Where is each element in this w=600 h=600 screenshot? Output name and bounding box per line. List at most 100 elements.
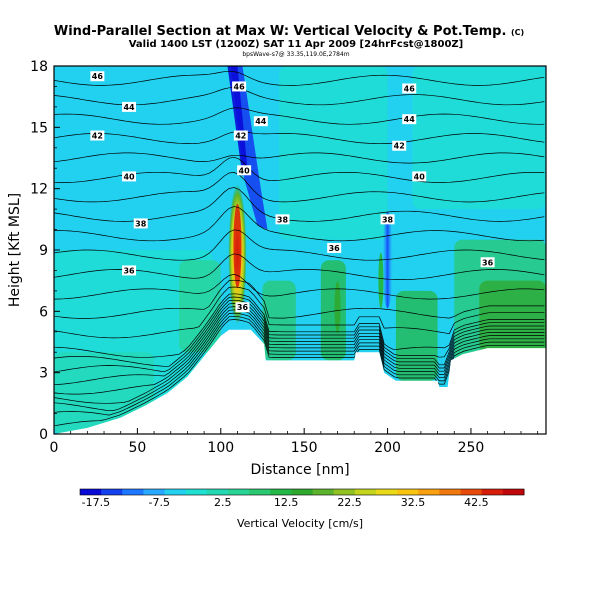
contour-label-box <box>122 101 137 112</box>
colorbar-tick-label: 32.5 <box>401 496 426 509</box>
contour-label-box <box>402 114 417 125</box>
field-band <box>479 280 546 353</box>
colorbar: -17.5 -7.5 2.5 12.5 22.5 32.5 42.5 <box>79 488 525 509</box>
colorbar-swatch <box>143 489 166 495</box>
theta-contour <box>54 70 545 86</box>
colorbar-swatch <box>101 489 123 495</box>
contour-label: 40 <box>239 166 251 175</box>
contour-label-box <box>392 140 407 151</box>
theta-contour <box>54 319 545 427</box>
contour-label-box <box>90 71 105 82</box>
colorbar-tick-label: 42.5 <box>464 496 489 509</box>
colorbar-swatch <box>80 489 102 495</box>
theta-contour <box>54 306 545 395</box>
colorbar-swatch <box>481 489 504 495</box>
colorbar-swatch <box>418 489 440 495</box>
contour-label-box <box>232 81 247 92</box>
theta-contour <box>54 293 545 358</box>
y-tick-label: 9 <box>39 243 48 259</box>
colorbar-swatch <box>270 489 292 495</box>
chart-subtitle-2: bpsWave-s7@ 33.35,119.0E,2784m <box>242 51 349 58</box>
colorbar-swatch <box>354 489 377 495</box>
contour-label: 44 <box>123 103 135 112</box>
contour-label: 42 <box>394 142 405 151</box>
colorbar-swatch <box>185 489 208 495</box>
contour-label: 36 <box>123 266 135 275</box>
y-axis-label: Height [Kft MSL] <box>7 193 23 307</box>
field-band <box>179 260 221 353</box>
field-band <box>395 290 438 381</box>
contour-label: 36 <box>329 244 341 253</box>
theta-contour <box>54 152 545 164</box>
colorbar-swatch <box>249 489 271 495</box>
theta-contour <box>54 229 545 261</box>
contour-label: 38 <box>135 219 147 228</box>
chart-title: Wind-Parallel Section at Max W: Vertical… <box>54 24 524 39</box>
colorbar-swatch <box>122 489 144 495</box>
contour-label: 36 <box>237 303 249 312</box>
contour-label-box <box>380 214 395 225</box>
theta-contour <box>54 315 545 416</box>
contour-label: 40 <box>414 172 426 181</box>
field-band <box>320 260 346 361</box>
x-tick-label: 250 <box>458 440 485 456</box>
contour-labels: 46 44 42 40 38 36 46 44 42 40 38 36 38 46 44 42 40 36 36 <box>90 71 495 313</box>
contour-label-box <box>235 302 250 313</box>
colorbar-tick-label: 22.5 <box>337 496 362 509</box>
contour-label-box <box>327 242 342 253</box>
velocity-features <box>227 66 393 334</box>
contour-label: 38 <box>277 215 289 224</box>
theta-contour <box>54 107 545 125</box>
colorbar-swatch <box>397 489 419 495</box>
field-band <box>279 66 388 240</box>
colorbar-swatch <box>502 489 525 495</box>
contour-label-box <box>233 130 248 141</box>
chart-subtitle: Valid 1400 LST (1200Z) SAT 11 Apr 2009 [… <box>129 39 464 50</box>
colorbar-label: Vertical Velocity [cm/s] <box>237 517 363 530</box>
theta-contour <box>54 286 545 339</box>
theta-contour <box>54 299 545 373</box>
colorbar-swatch <box>291 489 314 495</box>
contour-label: 46 <box>92 72 104 81</box>
colorbar-swatch <box>439 489 462 495</box>
contour-label: 38 <box>382 215 394 224</box>
colorbar-tick-label: -7.5 <box>149 496 170 509</box>
colorbar-frame <box>79 488 525 496</box>
contour-label: 42 <box>235 132 246 141</box>
x-tick-label: 150 <box>291 440 318 456</box>
contour-label-box <box>237 165 252 176</box>
y-tick-label: 3 <box>39 366 48 382</box>
y-tick-label: 12 <box>30 182 48 198</box>
colorbar-swatch <box>228 489 250 495</box>
contour-label-box <box>122 171 137 182</box>
colorbar-swatch <box>333 489 356 495</box>
y-tick-label: 15 <box>30 120 48 136</box>
theta-contour <box>54 312 545 412</box>
colorbar-swatch <box>312 489 335 495</box>
contour-label: 36 <box>482 258 494 267</box>
theta-contour <box>54 309 545 404</box>
updraft-streak <box>378 252 384 309</box>
theta-contour <box>54 279 545 319</box>
colorbar-swatch <box>206 489 229 495</box>
x-tick-label: 100 <box>207 440 234 456</box>
updraft-streak <box>334 281 341 334</box>
theta-contours <box>54 66 545 427</box>
theta-contour <box>54 172 545 203</box>
contour-label: 44 <box>404 115 416 124</box>
contour-label-box <box>480 257 495 268</box>
theta-contour <box>54 131 545 145</box>
y-tick-label: 0 <box>39 427 48 443</box>
contour-label-box <box>253 116 268 127</box>
contour-label: 46 <box>234 82 246 91</box>
x-tick-label: 200 <box>374 440 401 456</box>
contour-label: 44 <box>255 117 267 126</box>
y-tick-label: 6 <box>39 304 48 320</box>
downdraft-core <box>227 66 248 177</box>
y-tick-label: 18 <box>30 59 48 75</box>
theta-contour <box>54 303 545 386</box>
contour-label: 46 <box>404 84 416 93</box>
colorbar-swatch <box>376 489 398 495</box>
title-mark: (C) <box>511 28 524 37</box>
